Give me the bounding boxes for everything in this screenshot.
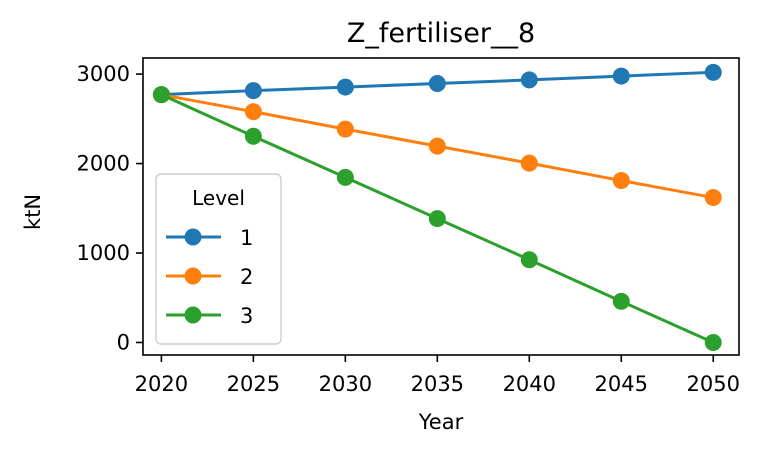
x-tick-label: 2020 <box>135 372 188 396</box>
y-tick-label: 1000 <box>77 241 130 265</box>
data-point-series-1 <box>704 63 722 81</box>
data-point-series-1 <box>428 74 446 92</box>
data-point-series-3 <box>152 86 170 104</box>
legend-label-1: 1 <box>240 226 253 250</box>
data-point-series-1 <box>612 67 630 85</box>
data-point-series-3 <box>428 210 446 228</box>
data-point-series-3 <box>520 251 538 269</box>
legend-marker-3 <box>184 306 202 324</box>
x-tick-label: 2045 <box>595 372 648 396</box>
legend-label-2: 2 <box>240 265 253 289</box>
x-tick-label: 2030 <box>319 372 372 396</box>
legend-box <box>155 173 282 345</box>
data-point-series-2 <box>428 137 446 155</box>
x-tick-label: 2035 <box>411 372 464 396</box>
x-axis-label: Year <box>418 410 464 434</box>
legend-label-3: 3 <box>240 304 253 328</box>
y-tick-label: 3000 <box>77 62 130 86</box>
data-point-series-1 <box>336 78 354 96</box>
chart-title: Z_fertiliser__8 <box>347 18 535 49</box>
data-point-series-3 <box>704 333 722 351</box>
legend-title: Level <box>192 186 245 210</box>
legend-marker-2 <box>184 267 202 285</box>
data-point-series-2 <box>704 189 722 207</box>
x-tick-label: 2050 <box>687 372 740 396</box>
plot-frame <box>142 57 740 356</box>
data-point-series-2 <box>520 154 538 172</box>
data-point-series-2 <box>612 172 630 190</box>
data-point-series-3 <box>336 168 354 186</box>
x-tick-label: 2040 <box>503 372 556 396</box>
data-point-series-3 <box>244 127 262 145</box>
data-point-series-1 <box>520 71 538 89</box>
data-point-series-3 <box>612 292 630 310</box>
y-tick-label: 0 <box>117 330 130 354</box>
y-axis-label: ktN <box>21 194 45 230</box>
legend-marker-1 <box>184 228 202 246</box>
x-tick-label: 2025 <box>227 372 280 396</box>
data-point-series-2 <box>244 103 262 121</box>
data-point-series-1 <box>244 82 262 100</box>
y-tick-label: 2000 <box>77 152 130 176</box>
data-point-series-2 <box>336 120 354 138</box>
